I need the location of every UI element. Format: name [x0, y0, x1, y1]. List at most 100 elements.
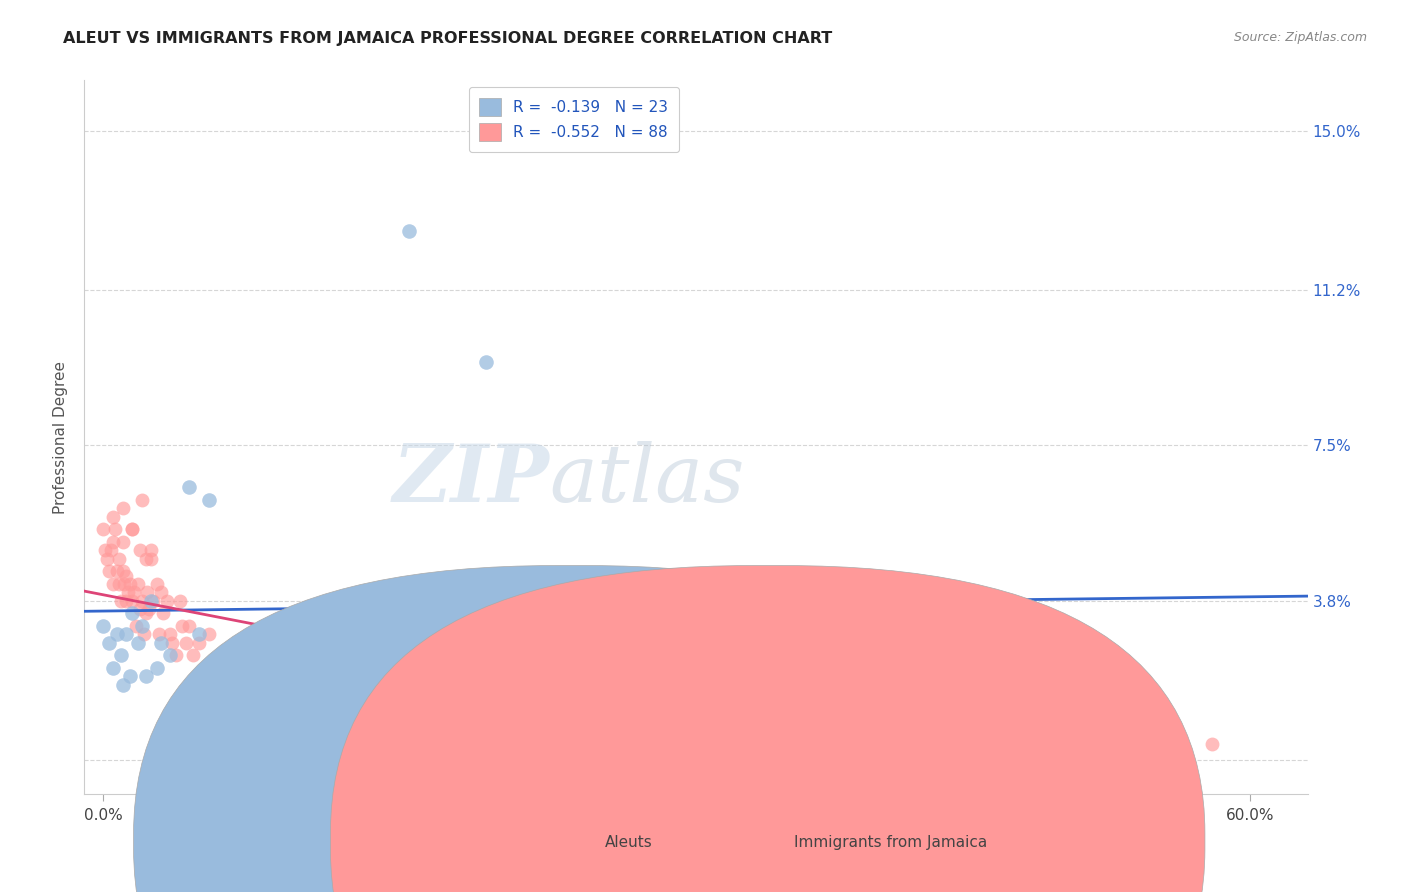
Point	[169, 594, 191, 608]
Text: ZIP: ZIP	[392, 442, 550, 518]
Y-axis label: Professional Degree: Professional Degree	[53, 360, 69, 514]
Text: atlas: atlas	[550, 442, 745, 518]
Point	[110, 594, 132, 608]
Point	[136, 585, 159, 599]
Point	[111, 678, 134, 692]
Point	[149, 636, 172, 650]
Point	[111, 535, 134, 549]
Point	[436, 703, 458, 717]
Point	[135, 551, 157, 566]
Point	[188, 627, 211, 641]
Point	[197, 493, 219, 508]
Point	[418, 711, 440, 725]
Point	[398, 224, 420, 238]
Text: Aleuts: Aleuts	[605, 836, 652, 850]
Text: Immigrants from Jamaica: Immigrants from Jamaica	[794, 836, 987, 850]
Point	[121, 523, 143, 537]
Point	[284, 661, 307, 675]
Point	[207, 661, 229, 675]
Point	[132, 627, 155, 641]
Point	[159, 627, 181, 641]
Point	[135, 669, 157, 683]
Point	[217, 648, 239, 663]
Point	[380, 703, 402, 717]
Point	[93, 523, 115, 537]
Point	[127, 577, 149, 591]
Point	[148, 627, 170, 641]
Point	[456, 711, 478, 725]
Point	[141, 594, 163, 608]
Point	[513, 711, 536, 725]
Point	[131, 493, 153, 508]
Point	[340, 703, 363, 717]
Point	[101, 577, 124, 591]
Point	[105, 627, 128, 641]
Point	[179, 619, 201, 633]
Point	[107, 577, 129, 591]
Point	[896, 728, 918, 742]
Point	[111, 565, 134, 579]
Point	[128, 543, 150, 558]
Point	[121, 594, 143, 608]
Point	[94, 543, 117, 558]
Point	[115, 627, 138, 641]
Point	[818, 720, 841, 734]
Point	[111, 501, 134, 516]
Point	[141, 543, 163, 558]
Point	[181, 648, 204, 663]
Point	[115, 594, 138, 608]
Point	[322, 690, 344, 705]
Point	[302, 678, 325, 692]
Point	[245, 678, 267, 692]
Point	[188, 636, 211, 650]
Point	[1201, 737, 1223, 751]
Point	[704, 728, 727, 742]
Point	[254, 661, 277, 675]
Point	[110, 648, 132, 663]
Point	[114, 577, 136, 591]
Point	[742, 728, 765, 742]
Point	[131, 594, 153, 608]
Text: ALEUT VS IMMIGRANTS FROM JAMAICA PROFESSIONAL DEGREE CORRELATION CHART: ALEUT VS IMMIGRANTS FROM JAMAICA PROFESS…	[63, 31, 832, 46]
Point	[138, 602, 160, 616]
Point	[149, 585, 172, 599]
Point	[152, 607, 174, 621]
Point	[551, 720, 574, 734]
Point	[121, 523, 143, 537]
Point	[100, 543, 122, 558]
Point	[589, 720, 612, 734]
Point	[155, 594, 177, 608]
Point	[142, 594, 165, 608]
Point	[236, 669, 259, 683]
Point	[398, 711, 420, 725]
Point	[146, 577, 169, 591]
Point	[704, 720, 727, 734]
Point	[98, 565, 121, 579]
Point	[104, 523, 127, 537]
Point	[122, 585, 145, 599]
Point	[128, 602, 150, 616]
Point	[131, 619, 153, 633]
Point	[197, 627, 219, 641]
Point	[115, 568, 138, 582]
Point	[1125, 737, 1147, 751]
Point	[226, 678, 249, 692]
Point	[120, 669, 142, 683]
Point	[146, 661, 169, 675]
Point	[93, 619, 115, 633]
Point	[105, 565, 128, 579]
Point	[264, 686, 287, 700]
Point	[170, 619, 193, 633]
Point	[165, 648, 187, 663]
Point	[125, 619, 148, 633]
Point	[107, 551, 129, 566]
Point	[120, 577, 142, 591]
Point	[101, 661, 124, 675]
Point	[174, 636, 197, 650]
Point	[627, 711, 650, 725]
Point	[121, 607, 143, 621]
Point	[1143, 720, 1166, 734]
Point	[101, 535, 124, 549]
Point	[1085, 728, 1108, 742]
Point	[179, 480, 201, 494]
